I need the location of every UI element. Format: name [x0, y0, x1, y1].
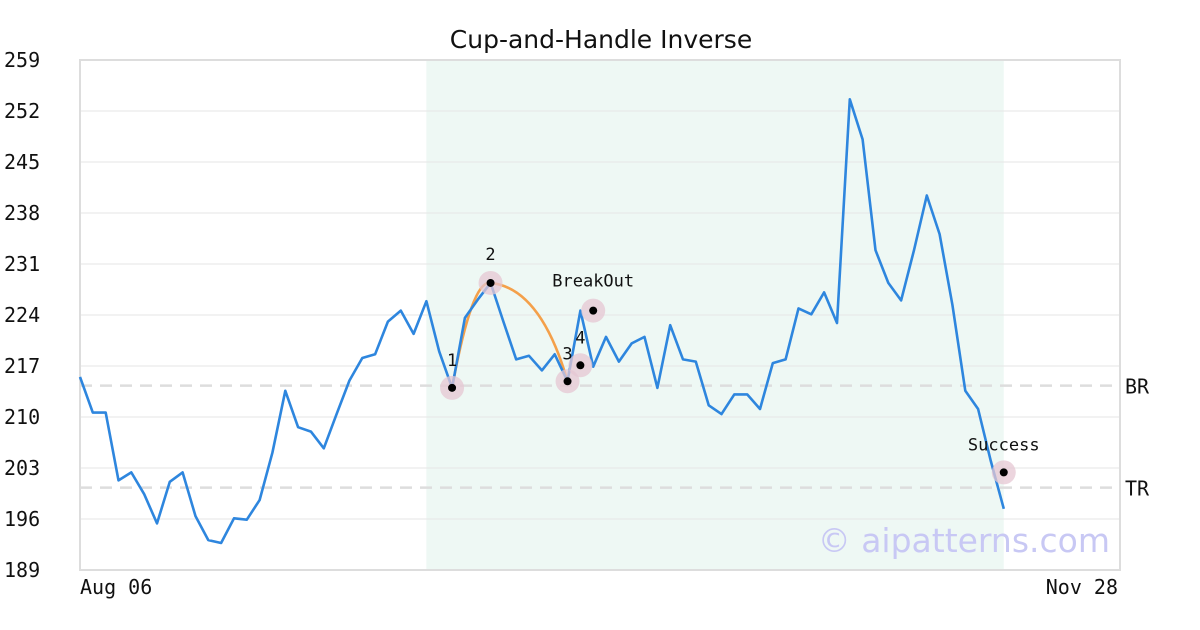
- x-tick-label-end: Nov 28: [1046, 575, 1118, 599]
- marker-dot-1: [448, 383, 457, 392]
- marker-label-2: 2: [485, 245, 495, 265]
- watermark: © aipatterns.com: [818, 521, 1110, 560]
- y-axis: 259 252 245 238 231 224 217 210 203 196 189: [4, 48, 40, 582]
- y-tick-label: 217: [4, 354, 40, 378]
- gridlines: [80, 110, 1120, 520]
- y-tick-label: 224: [4, 303, 40, 327]
- level-lines: BR TR: [80, 375, 1150, 501]
- marker-label-4: 4: [575, 328, 585, 348]
- y-tick-label: 196: [4, 507, 40, 531]
- price-line: [78, 98, 1006, 545]
- marker-label-breakout: BreakOut: [552, 272, 634, 292]
- marker-dot-success: [999, 468, 1008, 477]
- x-tick-label-start: Aug 06: [80, 575, 152, 599]
- plot-frame: [79, 59, 1121, 571]
- marker-dot-2: [486, 278, 495, 287]
- y-tick-label: 245: [4, 150, 40, 174]
- chart-title: Cup-and-Handle Inverse: [450, 25, 752, 54]
- marker-dot-3: [563, 377, 572, 386]
- level-label-tr: TR: [1125, 477, 1150, 501]
- y-tick-label: 259: [4, 48, 40, 72]
- marker-label-1: 1: [447, 351, 457, 371]
- y-tick-label: 210: [4, 405, 40, 429]
- level-label-br: BR: [1125, 375, 1150, 399]
- y-tick-label: 203: [4, 456, 40, 480]
- y-tick-label: 238: [4, 201, 40, 225]
- marker-dot-4: [576, 361, 585, 370]
- y-tick-label: 189: [4, 558, 40, 582]
- pattern-markers: 1 2 34 BreakOut Success: [440, 245, 1040, 485]
- marker-label-success: Success: [968, 435, 1040, 455]
- marker-label-3: 3: [562, 344, 572, 364]
- marker-dot-breakout: [589, 306, 598, 315]
- y-tick-label: 252: [4, 99, 40, 123]
- y-tick-label: 231: [4, 252, 40, 276]
